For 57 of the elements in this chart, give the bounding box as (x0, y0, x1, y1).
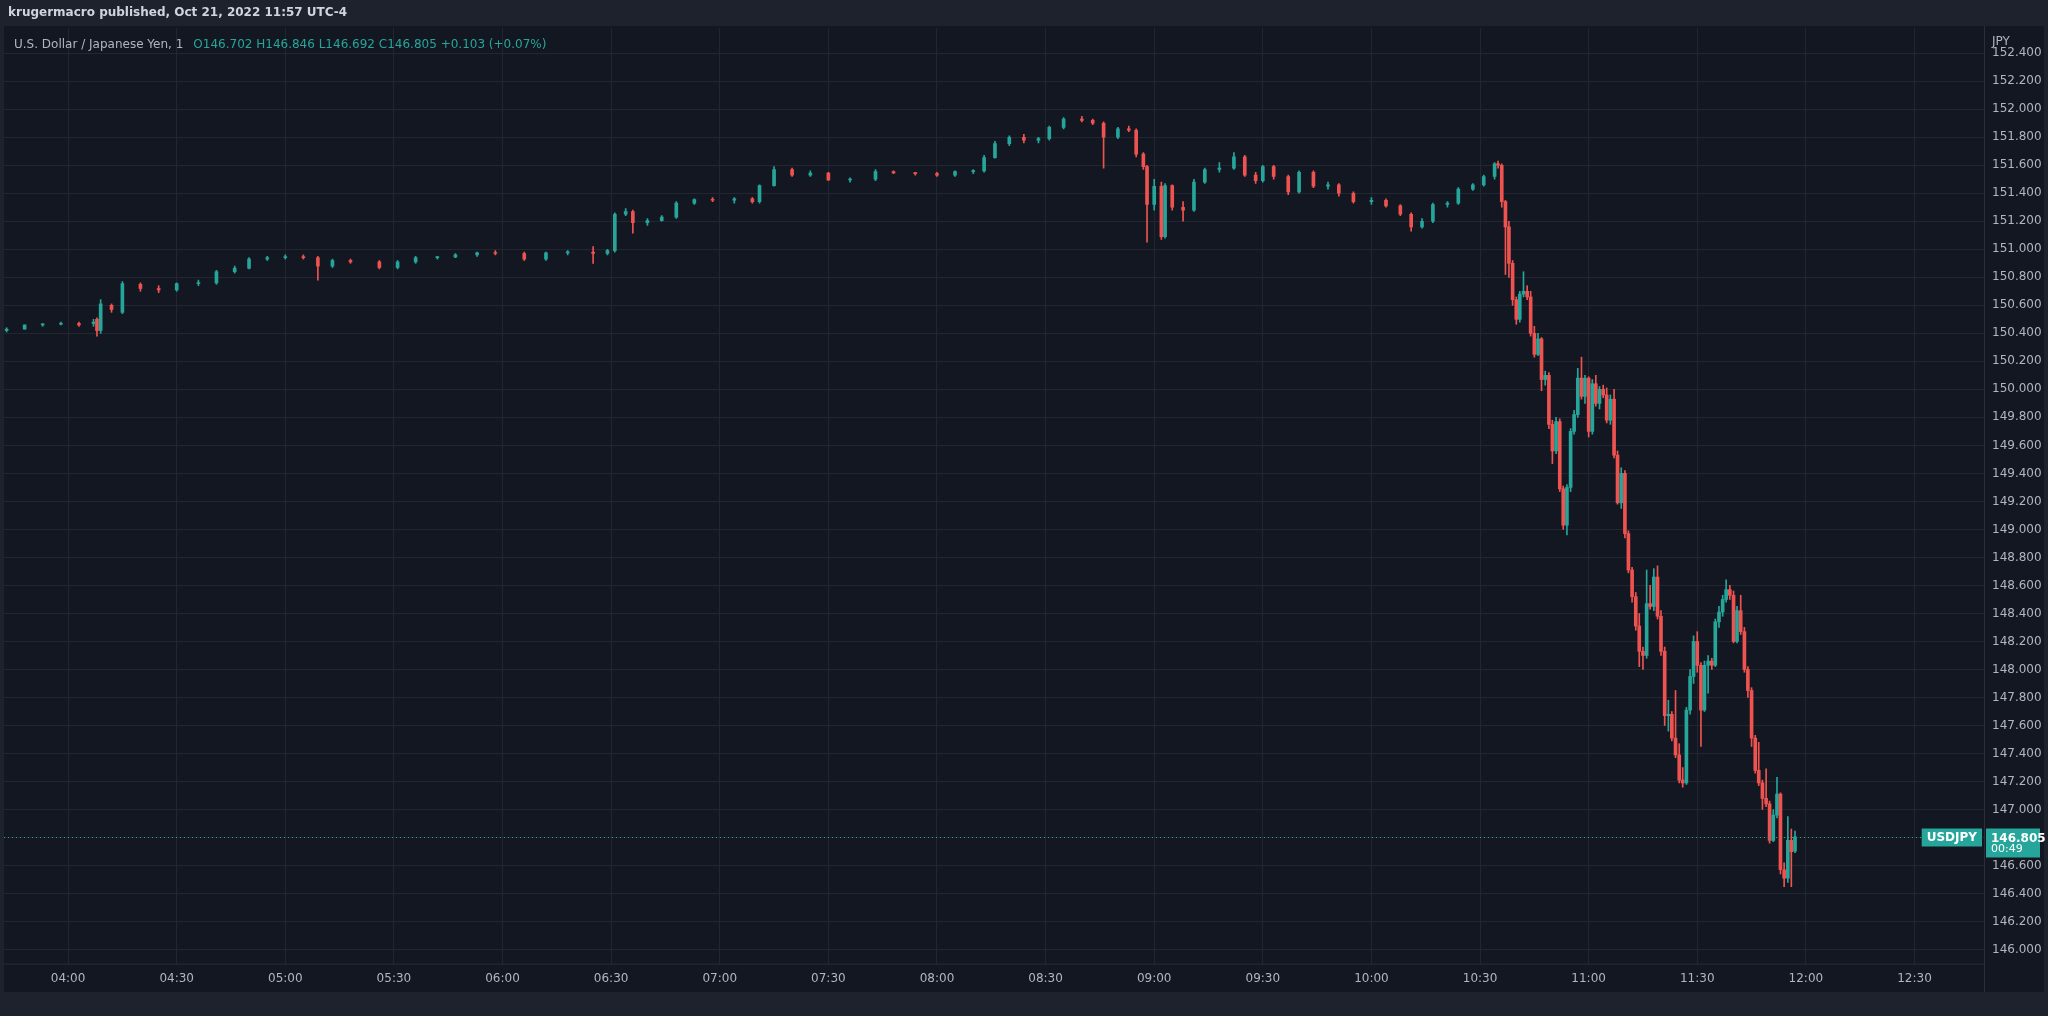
y-tick-label: 148.000 (1992, 661, 2042, 676)
y-tick-label: 146.400 (1992, 885, 2042, 900)
y-tick-label: 148.800 (1992, 549, 2042, 564)
x-tick-label: 11:00 (1571, 970, 1606, 985)
y-tick-label: 147.400 (1992, 745, 2042, 760)
y-tick-label: 152.200 (1992, 73, 2042, 88)
x-tick-label: 07:30 (811, 970, 846, 985)
y-tick-label: 148.600 (1992, 577, 2042, 592)
y-tick-label: 149.000 (1992, 521, 2042, 536)
annotation: O146.702 H146.846 L146.692 C146.805 +0.103 (+0.07%) (193, 37, 547, 52)
candlestick (1648, 585, 1652, 610)
x-tick-label: 04:00 (50, 970, 86, 985)
y-tick-label: 149.200 (1992, 493, 2042, 508)
x-tick-label: 07:00 (702, 970, 738, 985)
y-tick-label: 148.200 (1992, 633, 2042, 648)
x-tick-label: 11:30 (1679, 970, 1715, 985)
y-tick-label: 146.600 (1992, 857, 2042, 872)
candlestick (591, 246, 595, 264)
y-tick-label: 149.400 (1992, 465, 2042, 480)
y-tick-label: 146.200 (1992, 913, 2042, 928)
y-tick-label: 150.000 (1992, 381, 2042, 396)
x-tick-label: 05:00 (268, 970, 303, 985)
y-tick-label: 151.200 (1992, 213, 2042, 228)
y-tick-label: 146.000 (1992, 941, 2042, 956)
x-tick-label: 10:30 (1462, 970, 1498, 985)
y-tick-label: 150.400 (1992, 325, 2042, 340)
y-tick-label: 149.600 (1992, 437, 2042, 452)
y-tick-label: 148.400 (1992, 605, 2042, 620)
text: krugermacro published, Oct 21, 2022 11:57 UTC-4 (8, 5, 348, 20)
x-tick-label: 12:00 (1788, 970, 1824, 985)
x-tick-label: 09:00 (1136, 970, 1172, 985)
y-tick-label: 150.800 (1992, 269, 2042, 284)
y-tick-label: 151.600 (1992, 157, 2042, 172)
y-tick-label: 147.200 (1992, 773, 2042, 788)
y-tick-label: 150.600 (1992, 297, 2042, 312)
text: U.S. Dollar / Japanese Yen, 1 (14, 37, 184, 52)
y-tick-label: 149.800 (1992, 409, 2042, 424)
x-tick-label: 04:30 (159, 970, 194, 985)
x-tick-label: 06:00 (485, 970, 520, 985)
x-tick-label: 08:30 (1028, 970, 1063, 985)
ref-line-label: USDJPY (1926, 829, 1978, 844)
text: 00:49 (1991, 842, 2023, 856)
candlestick (1181, 201, 1185, 222)
y-tick-label: 151.000 (1992, 241, 2042, 256)
x-tick-label: 08:00 (919, 970, 955, 985)
x-tick-label: 10:00 (1354, 970, 1389, 985)
x-tick-label: 06:30 (593, 970, 629, 985)
x-tick-label: 12:30 (1897, 970, 1932, 985)
y-tick-label: 147.800 (1992, 689, 2042, 704)
y-tick-label: 152.000 (1992, 101, 2042, 116)
y-tick-label: 147.000 (1992, 801, 2042, 816)
y-tick-label: 150.200 (1992, 353, 2042, 368)
y-tick-label: 151.400 (1992, 185, 2042, 200)
y-tick-label: 151.800 (1992, 129, 2042, 144)
x-tick-label: 05:30 (376, 970, 412, 985)
y-tick-label: 147.600 (1992, 717, 2042, 732)
x-tick-label: 09:30 (1245, 970, 1281, 985)
